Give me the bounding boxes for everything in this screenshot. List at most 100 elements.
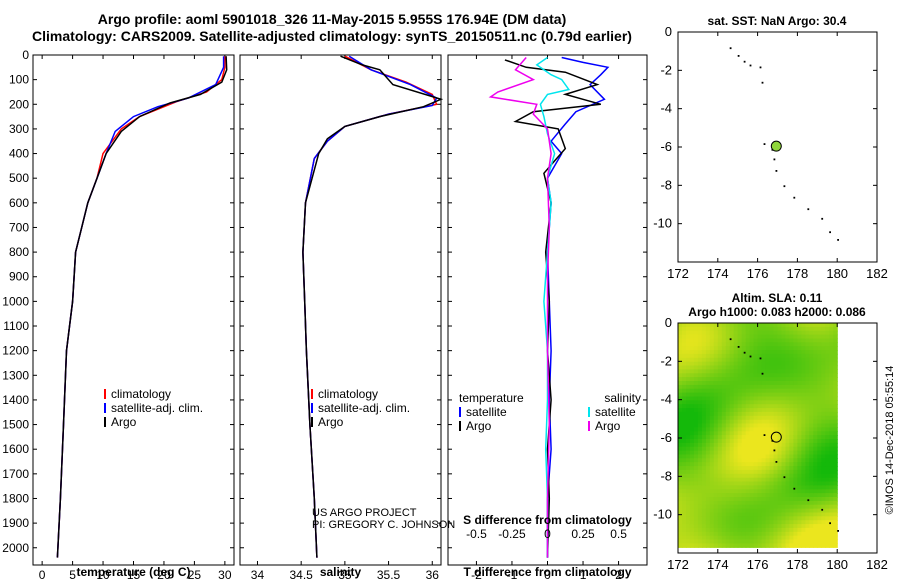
sla-cell xyxy=(789,338,794,343)
sla-cell xyxy=(713,543,719,548)
sla-cell xyxy=(729,353,735,359)
sla-cell xyxy=(753,415,759,421)
sla-cell xyxy=(829,365,834,370)
sla-cell xyxy=(697,524,703,529)
sla-cell xyxy=(741,353,747,359)
sla-cell xyxy=(693,350,699,355)
sla-cell xyxy=(825,446,830,452)
sla-cell xyxy=(686,473,691,479)
sla-cell xyxy=(733,481,739,486)
sla-cell xyxy=(717,469,723,475)
sla-cell xyxy=(697,485,703,490)
sla-cell xyxy=(682,431,687,436)
sla-cell xyxy=(749,419,755,425)
sla-cell xyxy=(829,377,834,382)
sla-cell xyxy=(833,439,838,444)
sla-cell xyxy=(773,365,779,370)
sla-cell xyxy=(701,527,707,533)
sla-cell xyxy=(785,489,791,494)
sla-cell xyxy=(686,361,691,367)
sla-cell xyxy=(825,427,830,432)
sla-cell xyxy=(825,408,830,413)
sla-cell xyxy=(729,462,735,467)
sla-cell xyxy=(765,466,771,471)
sla-cell xyxy=(753,469,759,475)
sla-cell xyxy=(789,346,794,351)
sla-cell xyxy=(781,342,787,347)
sla-cell xyxy=(686,477,691,483)
sla-cell xyxy=(757,512,763,517)
sla-cell xyxy=(781,458,787,463)
sla-cell xyxy=(789,326,794,332)
y-tick-label: 700 xyxy=(9,220,29,234)
sla-cell xyxy=(793,512,798,517)
sla-cell xyxy=(785,469,791,475)
sla-cell xyxy=(765,539,771,544)
sla-cell xyxy=(737,357,743,363)
sla-cell xyxy=(701,377,707,382)
sla-cell xyxy=(765,543,771,548)
sla-cell xyxy=(761,388,767,394)
sla-cell xyxy=(825,388,830,394)
sla-cell xyxy=(721,381,727,386)
sla-cell xyxy=(809,543,814,548)
sla-cell xyxy=(797,361,802,367)
sla-cell xyxy=(686,500,691,506)
sla-cell xyxy=(697,520,703,525)
sla-cell xyxy=(829,439,834,444)
sla-cell xyxy=(825,531,830,537)
sla-cell xyxy=(725,369,731,374)
sla-cell xyxy=(749,427,755,432)
sla-cell xyxy=(801,373,806,378)
sla-cell xyxy=(821,524,826,529)
sla-cell xyxy=(678,326,683,332)
sla-cell xyxy=(701,439,707,444)
sla-cell xyxy=(686,350,691,355)
series-line-s-argo xyxy=(488,57,552,558)
sla-cell xyxy=(737,450,743,456)
sla-cell xyxy=(721,439,727,444)
sla-cell xyxy=(761,346,767,351)
sla-cell xyxy=(817,539,822,544)
sla-cell xyxy=(753,481,759,486)
sla-cell xyxy=(733,497,739,502)
sla-cell xyxy=(821,369,826,374)
sla-cell xyxy=(773,334,779,340)
track-point xyxy=(749,64,752,67)
sla-cell xyxy=(749,535,755,541)
sla-cell xyxy=(701,423,707,428)
sla-cell xyxy=(697,516,703,521)
sla-cell xyxy=(789,400,794,405)
sla-cell xyxy=(765,442,771,448)
sla-cell xyxy=(821,508,826,514)
sla-cell xyxy=(701,323,707,328)
sla-cell xyxy=(733,384,739,390)
sla-cell xyxy=(741,384,747,390)
sla-cell xyxy=(709,350,715,355)
sla-cell xyxy=(721,369,727,374)
sla-cell xyxy=(785,346,791,351)
sla-cell xyxy=(765,439,771,444)
sla-cell xyxy=(745,450,751,456)
sla-cell xyxy=(686,396,691,401)
sla-cell xyxy=(701,508,707,514)
sla-cell xyxy=(713,342,719,347)
sla-cell xyxy=(761,400,767,405)
sla-cell xyxy=(713,497,719,502)
sla-cell xyxy=(686,458,691,463)
sla-cell xyxy=(749,512,755,517)
sla-cell xyxy=(693,473,699,479)
sla-cell xyxy=(805,404,810,409)
sla-cell xyxy=(797,500,802,506)
sla-cell xyxy=(829,373,834,378)
sla-cell xyxy=(753,442,759,448)
sla-cell xyxy=(821,477,826,483)
sla-cell xyxy=(686,408,691,413)
sla-cell xyxy=(705,404,711,409)
sla-cell xyxy=(693,442,699,448)
sla-cell xyxy=(833,531,838,537)
sla-cell xyxy=(797,404,802,409)
sla-cell xyxy=(805,531,810,537)
legend-label: Argo xyxy=(595,419,621,433)
